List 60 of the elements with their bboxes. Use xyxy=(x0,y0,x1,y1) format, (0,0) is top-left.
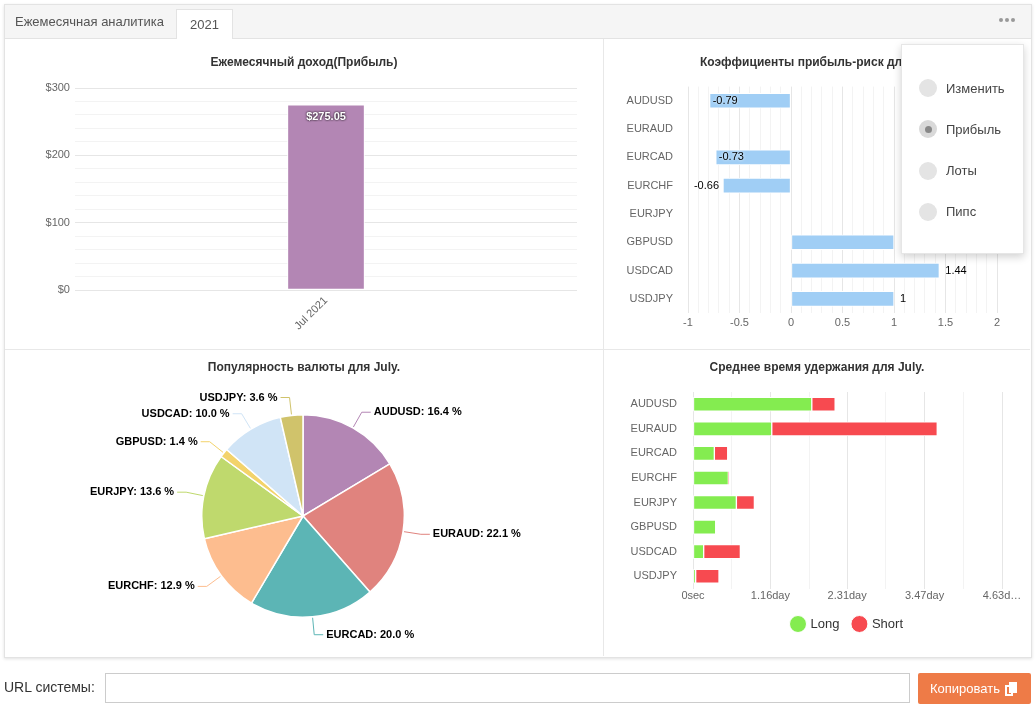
legend-label: Long xyxy=(810,615,840,631)
y-tick-label: EURCHF xyxy=(631,471,678,483)
y-tick-label: USDJPY xyxy=(629,291,674,304)
x-tick-label: 3.47day xyxy=(905,589,945,602)
annotation: Лоты xyxy=(946,163,977,179)
data-label: -0.73 xyxy=(718,150,744,163)
chart-title: Популярность валюты для July. xyxy=(207,360,401,374)
annotation: Прибыль xyxy=(946,121,1001,137)
x-tick-label: -1 xyxy=(683,315,693,328)
x-tick-label: 0 xyxy=(787,315,795,328)
annotation: Пипс xyxy=(946,204,977,220)
x-tick-label: 2 xyxy=(993,315,1001,328)
y-tick-label: USDCAD xyxy=(630,544,678,557)
y-tick-label: GBPUSD xyxy=(626,235,674,248)
slice-label: EURCHF: 12.9 % xyxy=(107,579,195,592)
data-label: 1.44 xyxy=(945,263,967,276)
y-tick-label: $100 xyxy=(45,215,70,228)
x-tick-label: 2.31day xyxy=(827,589,868,602)
slice-label: EURCAD: 20.0 % xyxy=(326,627,415,640)
y-tick-label: EURCHF xyxy=(627,178,674,191)
x-tick-label: 1.5 xyxy=(937,315,954,328)
slice-label: USDCAD: 10.0 % xyxy=(141,406,230,419)
y-tick-label: EURJPY xyxy=(629,206,674,219)
slice-label: GBPUSD: 1.4 % xyxy=(115,434,198,447)
slice-label: EURJPY: 13.6 % xyxy=(89,485,175,498)
button: Копировать xyxy=(918,673,1031,704)
y-tick-label: AUDUSD xyxy=(630,397,678,410)
tab: 2021 xyxy=(176,9,233,39)
y-tick-label: $0 xyxy=(57,283,70,296)
text: Ежемесячная аналитика xyxy=(15,14,165,30)
chart-title: Ежемесячный доход(Прибыль) xyxy=(210,55,398,69)
y-tick-label: GBPUSD xyxy=(630,520,678,533)
y-tick-label: $200 xyxy=(45,148,70,161)
data-label: 1 xyxy=(900,291,907,304)
chart-title: Коэффициенты прибыль-риск дл xyxy=(700,55,903,69)
y-tick-label: $300 xyxy=(45,81,70,94)
chart-title: Среднее время удержания для July. xyxy=(709,360,925,374)
x-tick-label: 4.63d… xyxy=(982,589,1022,602)
slice-label: AUDUSD: 16.4 % xyxy=(373,405,462,418)
x-tick-label: 1 xyxy=(890,315,898,328)
data-label: -0.79 xyxy=(712,93,738,106)
slice-label: USDJPY: 3.6 % xyxy=(199,390,278,403)
x-tick-label: -0.5 xyxy=(730,315,749,328)
slice-label: EURAUD: 22.1 % xyxy=(432,527,522,540)
y-tick-label: AUDUSD xyxy=(626,93,674,106)
y-tick-label: EURCAD xyxy=(630,446,678,459)
x-tick-label: 0.5 xyxy=(834,315,851,328)
y-tick-label: EURJPY xyxy=(633,495,678,508)
y-tick-label: USDJPY xyxy=(633,569,678,582)
x-tick-label: 0sec xyxy=(681,589,706,602)
y-tick-label: USDCAD xyxy=(626,263,674,276)
y-tick-label: EURAUD xyxy=(630,421,678,434)
legend-label: Short xyxy=(871,615,904,631)
y-tick-label: EURCAD xyxy=(626,150,674,163)
data-label: -0.66 xyxy=(693,178,720,191)
x-tick-label: 1.16day xyxy=(750,589,791,602)
annotation: Изменить xyxy=(946,80,1005,96)
y-tick-label: EURAUD xyxy=(626,122,674,135)
data-label: $275.05 xyxy=(306,110,346,123)
text: URL системы: xyxy=(4,679,95,695)
